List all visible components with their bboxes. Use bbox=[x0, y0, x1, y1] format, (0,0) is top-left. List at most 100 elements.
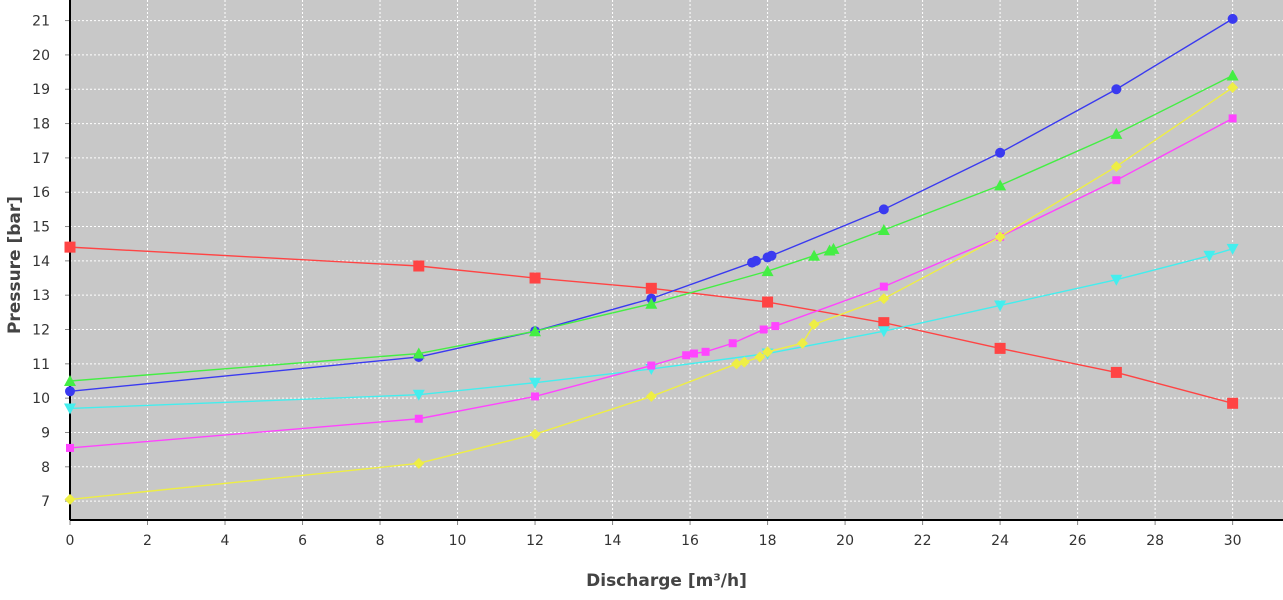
y-tick-label: 21 bbox=[32, 14, 50, 30]
data-point-green bbox=[808, 249, 821, 261]
data-point-green bbox=[645, 297, 658, 309]
data-point-cyan bbox=[529, 377, 542, 389]
data-point-yellow bbox=[1227, 82, 1239, 94]
data-point-yellow bbox=[994, 231, 1006, 243]
data-point-cyan bbox=[1110, 274, 1123, 286]
data-point-yellow bbox=[413, 457, 425, 469]
data-point-blue bbox=[766, 250, 777, 261]
data-point-cyan bbox=[877, 326, 890, 338]
y-axis-label: Pressure [bar] bbox=[5, 196, 25, 334]
data-point-red bbox=[762, 296, 774, 308]
data-point-yellow bbox=[808, 318, 820, 330]
x-tick-label: 18 bbox=[759, 533, 777, 549]
data-point-yellow bbox=[731, 358, 743, 370]
x-tick-label: 4 bbox=[221, 533, 230, 549]
data-point-red bbox=[1110, 366, 1122, 378]
y-tick-label: 7 bbox=[41, 494, 50, 510]
data-point-magenta bbox=[1112, 176, 1121, 185]
series-line-magenta bbox=[69, 117, 1233, 449]
x-tick-label: 30 bbox=[1224, 533, 1242, 549]
series-line-green bbox=[69, 74, 1233, 382]
data-point-magenta bbox=[682, 351, 691, 360]
data-point-magenta bbox=[771, 322, 780, 331]
data-point-yellow bbox=[1110, 160, 1122, 172]
y-tick-label: 8 bbox=[41, 460, 50, 476]
data-point-yellow bbox=[529, 428, 541, 440]
series-yellow bbox=[64, 82, 1239, 505]
data-point-magenta bbox=[414, 414, 423, 423]
data-point-yellow bbox=[64, 493, 76, 505]
data-point-cyan bbox=[1226, 243, 1239, 255]
data-point-yellow bbox=[645, 390, 657, 402]
y-tick-label: 16 bbox=[32, 185, 50, 201]
data-point-green bbox=[877, 223, 890, 235]
plot-area bbox=[70, 0, 1283, 520]
data-point-magenta bbox=[728, 339, 737, 348]
data-point-blue bbox=[1227, 13, 1238, 24]
data-point-blue bbox=[1111, 84, 1122, 95]
series-red bbox=[64, 241, 1239, 409]
data-point-green bbox=[761, 265, 774, 277]
data-point-magenta bbox=[759, 325, 768, 334]
data-point-green bbox=[1110, 127, 1123, 139]
y-tick-label: 10 bbox=[32, 391, 50, 407]
data-point-green bbox=[827, 242, 840, 254]
y-tick-label: 11 bbox=[32, 357, 50, 373]
y-tick-label: 18 bbox=[32, 117, 50, 133]
data-point-blue bbox=[878, 204, 889, 215]
series-group bbox=[64, 13, 1239, 505]
series-green bbox=[64, 69, 1239, 386]
data-point-green bbox=[529, 325, 542, 337]
data-point-magenta bbox=[531, 392, 540, 401]
data-point-blue bbox=[995, 147, 1006, 158]
data-point-red bbox=[1227, 397, 1239, 409]
x-tick-label: 24 bbox=[991, 533, 1009, 549]
data-point-cyan bbox=[64, 403, 76, 415]
y-tick-label: 20 bbox=[32, 48, 50, 64]
y-tick-label: 12 bbox=[32, 323, 50, 339]
data-point-yellow bbox=[878, 293, 890, 305]
x-tick-label: 28 bbox=[1146, 533, 1164, 549]
data-point-cyan bbox=[412, 389, 425, 401]
x-tick-label: 22 bbox=[914, 533, 932, 549]
data-point-yellow bbox=[754, 351, 766, 363]
y-tick-label: 17 bbox=[32, 151, 50, 167]
x-tick-label: 12 bbox=[526, 533, 544, 549]
y-tick-label: 13 bbox=[32, 288, 50, 304]
y-tick-label: 14 bbox=[32, 254, 50, 270]
x-tick-label: 6 bbox=[298, 533, 307, 549]
data-point-blue bbox=[750, 255, 761, 266]
data-point-magenta bbox=[879, 282, 888, 291]
data-point-blue bbox=[65, 386, 75, 397]
data-point-red bbox=[878, 317, 890, 329]
data-point-yellow bbox=[738, 356, 750, 368]
x-axis-label: Discharge [m³/h] bbox=[586, 571, 747, 591]
x-tick-label: 0 bbox=[66, 533, 75, 549]
data-point-red bbox=[529, 272, 541, 284]
x-tick-label: 2 bbox=[143, 533, 152, 549]
data-point-green bbox=[412, 347, 425, 359]
series-line-cyan bbox=[69, 248, 1233, 410]
axes bbox=[65, 0, 1283, 525]
y-tick-label: 15 bbox=[32, 220, 50, 236]
data-point-magenta bbox=[689, 349, 698, 358]
x-tick-label: 10 bbox=[449, 533, 467, 549]
data-point-cyan bbox=[1203, 250, 1216, 262]
data-point-magenta bbox=[66, 443, 74, 452]
data-point-green bbox=[64, 374, 76, 386]
x-tick-label: 26 bbox=[1069, 533, 1087, 549]
data-point-yellow bbox=[796, 337, 808, 349]
series-line-yellow bbox=[69, 86, 1234, 501]
data-point-yellow bbox=[762, 346, 774, 358]
x-tick-label: 16 bbox=[681, 533, 699, 549]
data-point-red bbox=[413, 260, 425, 272]
data-point-red bbox=[994, 342, 1006, 354]
x-tick-label: 14 bbox=[604, 533, 622, 549]
data-point-magenta bbox=[1228, 114, 1237, 123]
tick-labels: 0 2 4 6 8 10 12 14 16 18 20 22 24 26 28 307891011121314… bbox=[32, 14, 1241, 549]
data-point-green bbox=[1226, 69, 1239, 81]
data-point-magenta bbox=[647, 361, 656, 370]
x-tick-label: 20 bbox=[836, 533, 854, 549]
data-point-cyan bbox=[994, 300, 1007, 312]
